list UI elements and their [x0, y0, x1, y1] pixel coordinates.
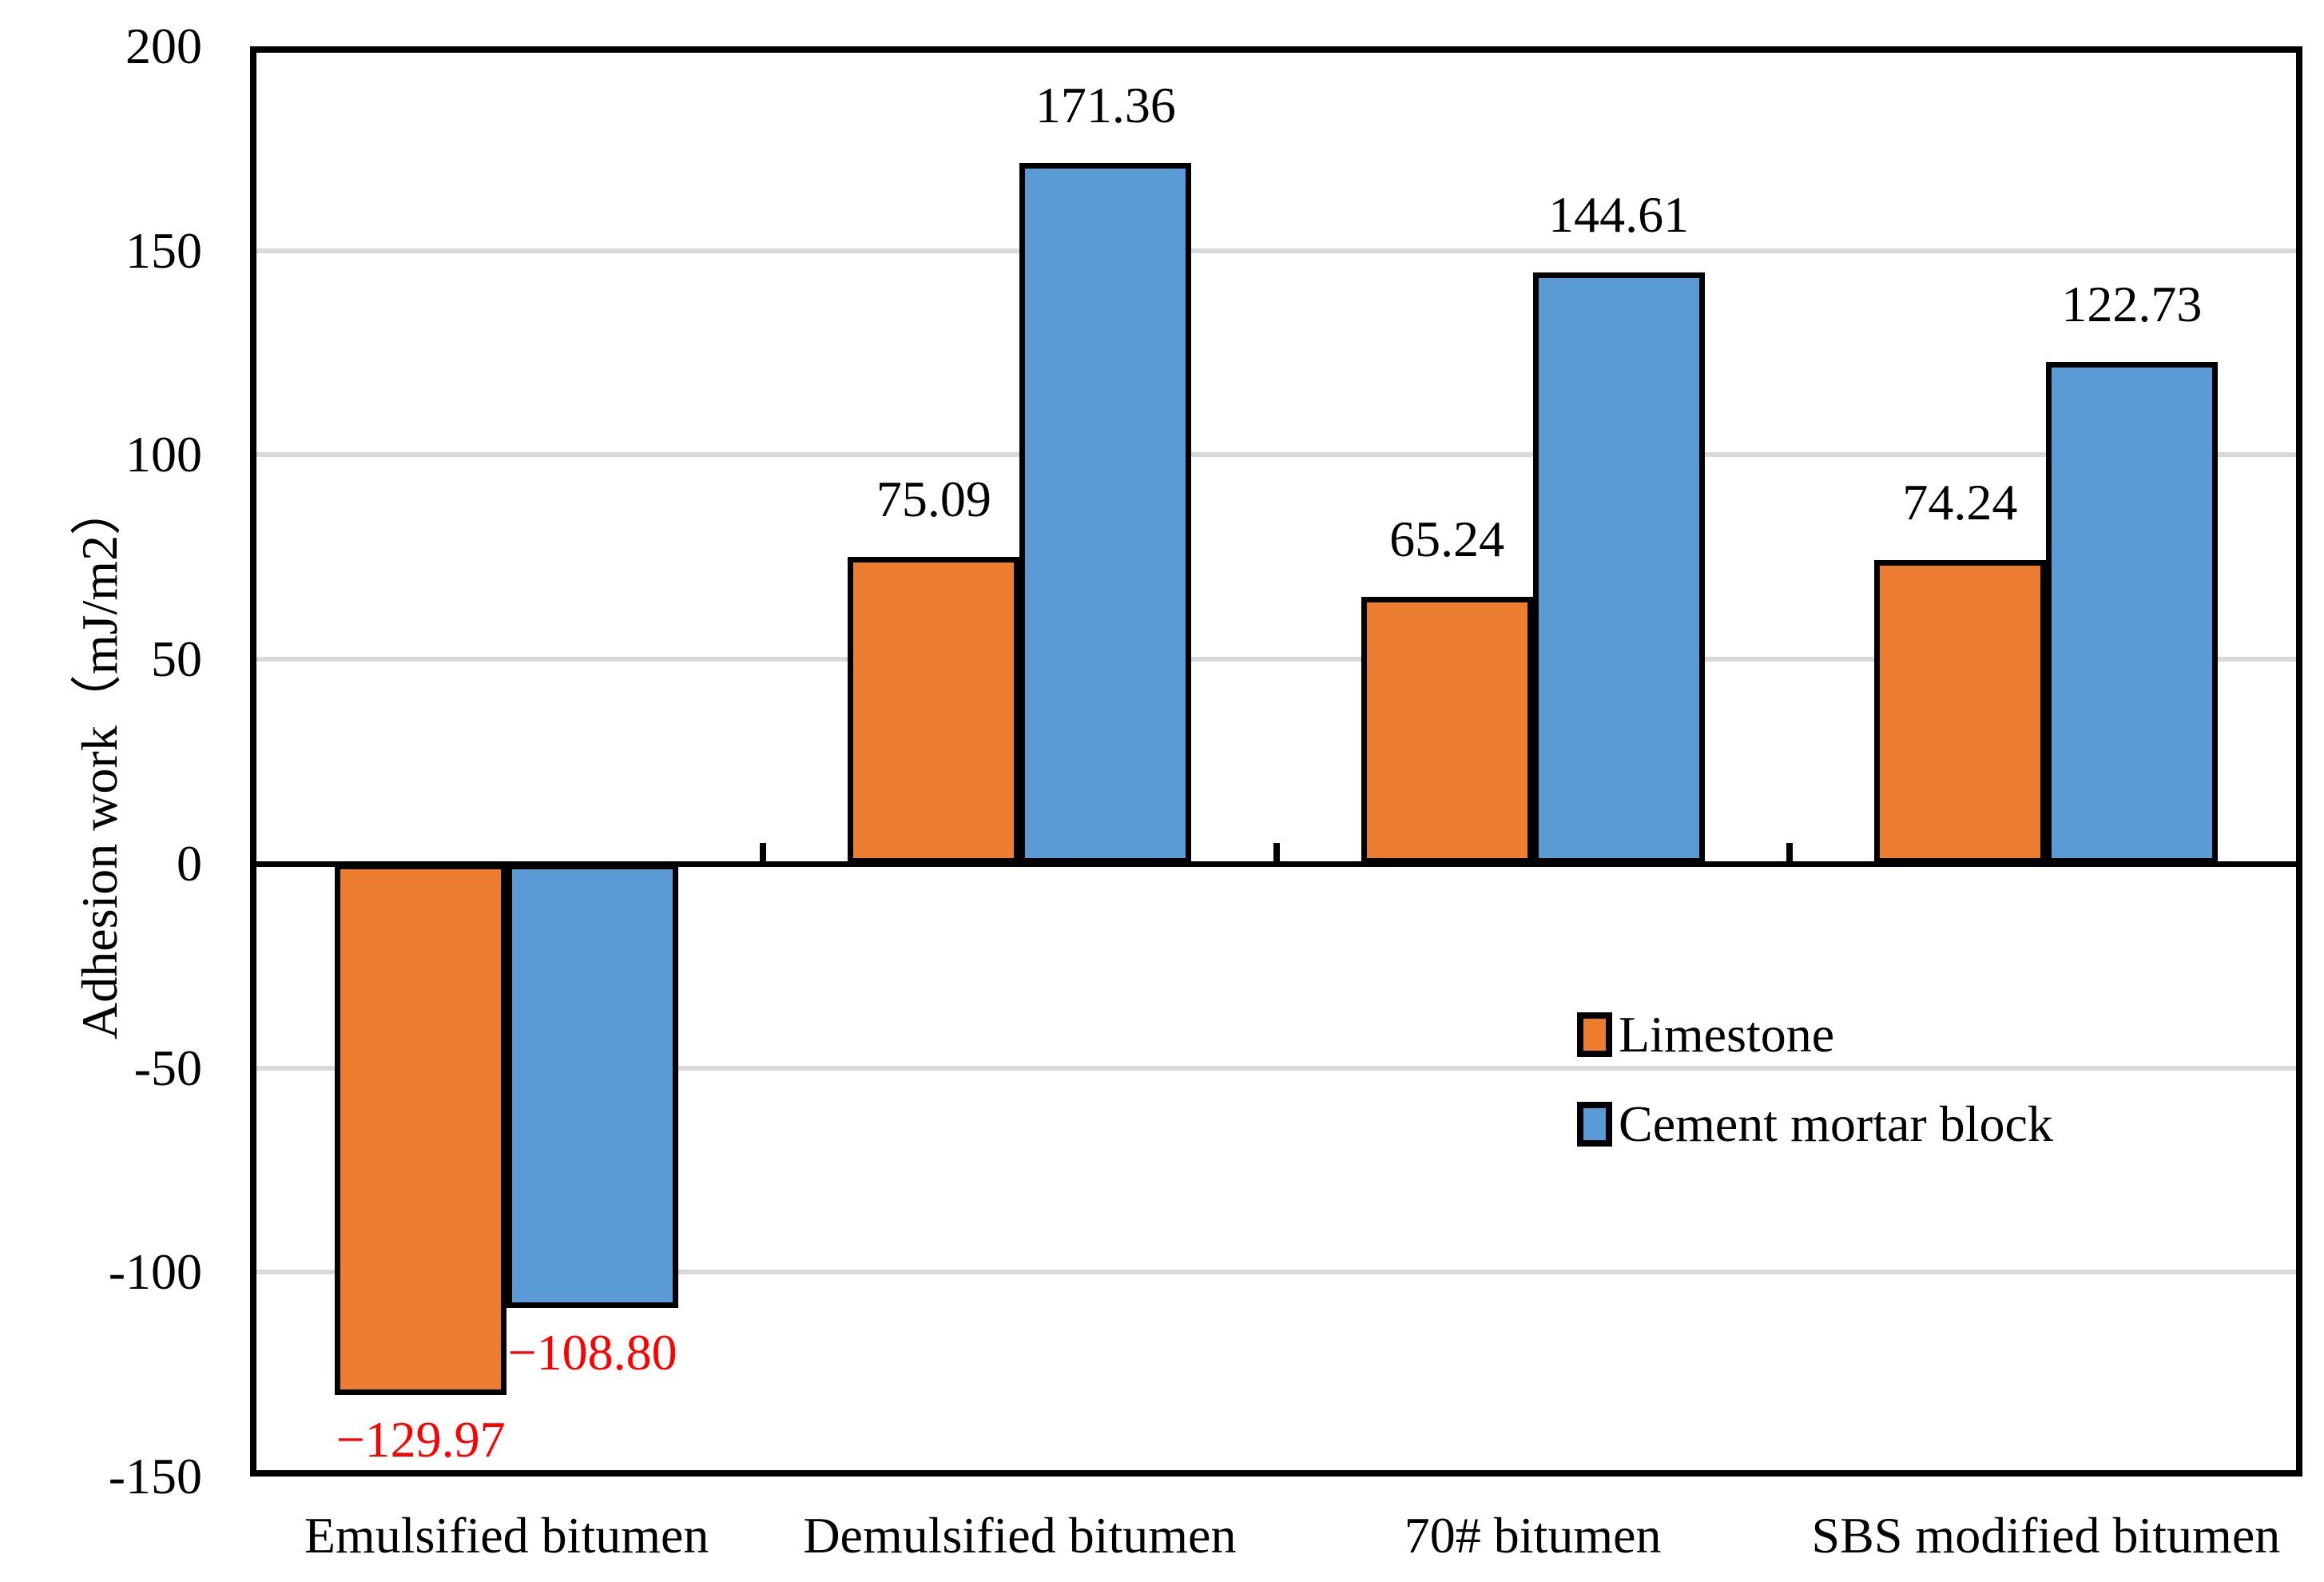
x-category-label-sbs-modified-bitumen: SBS modified bitumen: [1811, 1507, 2281, 1564]
cement-mortar-block-swatch-icon: [1577, 1102, 1612, 1147]
y-tick-label: 200: [125, 18, 202, 74]
value-label-limestone-demulsified-bitumen: 75.09: [876, 470, 991, 527]
zero-axis-line: [250, 861, 2302, 867]
x-axis-tick: [760, 842, 767, 864]
gridline: [250, 1065, 2302, 1071]
legend-label-cement-mortar-block: Cement mortar block: [1619, 1095, 2053, 1152]
y-tick-label: 150: [125, 221, 202, 279]
bar-cement-mortar-block-70-bitumen: [1532, 272, 1705, 864]
bar-cement-mortar-block-demulsified-bitumen: [1019, 163, 1192, 864]
limestone-swatch-icon: [1577, 1012, 1612, 1057]
value-label-limestone-emulsified-bitumen: −129.97: [336, 1410, 506, 1468]
gridline: [250, 452, 2302, 458]
y-tick-label: -150: [108, 1448, 202, 1504]
bar-cement-mortar-block-sbs-modified-bitumen: [2045, 362, 2218, 864]
gridline: [250, 1270, 2302, 1275]
y-tick-label: 100: [125, 426, 202, 483]
value-label-cement-mortar-block-emulsified-bitumen: −108.80: [507, 1324, 677, 1381]
bar-limestone-demulsified-bitumen: [848, 556, 1020, 864]
value-label-cement-mortar-block-demulsified-bitumen: 171.36: [1035, 77, 1176, 134]
gridline: [250, 248, 2302, 253]
value-label-cement-mortar-block-70-bitumen: 144.61: [1548, 186, 1690, 244]
x-category-label-emulsified-bitumen: Emulsified bitumen: [304, 1507, 709, 1564]
x-axis-tick: [1273, 842, 1280, 864]
value-label-limestone-sbs-modified-bitumen: 74.24: [1902, 474, 2018, 531]
value-label-limestone-70-bitumen: 65.24: [1389, 511, 1505, 568]
y-tick-label: -50: [133, 1039, 202, 1096]
y-tick-label: 0: [177, 834, 202, 892]
plot-area: −129.97 75.09 65.24 74.24 −108.80 171.36 144.6…: [250, 46, 2302, 1477]
bar-limestone-70-bitumen: [1361, 597, 1533, 864]
y-tick-label: 50: [151, 630, 202, 688]
bar-cement-mortar-block-emulsified-bitumen: [507, 863, 679, 1309]
x-category-label-70-bitumen: 70# bitumen: [1404, 1507, 1662, 1564]
gridline: [250, 657, 2302, 662]
x-axis-tick: [1786, 842, 1793, 864]
legend: Limestone Cement mortar block: [1577, 1009, 2053, 1150]
x-category-label-demulsified-bitumen: Demulsified bitumen: [803, 1507, 1237, 1564]
bar-limestone-sbs-modified-bitumen: [1873, 560, 2046, 864]
legend-label-limestone: Limestone: [1619, 1006, 1835, 1063]
legend-item-limestone: Limestone: [1577, 1009, 2053, 1060]
legend-item-cement-mortar-block: Cement mortar block: [1577, 1099, 2053, 1150]
y-tick-label: -100: [108, 1243, 202, 1301]
value-label-cement-mortar-block-sbs-modified-bitumen: 122.73: [2061, 276, 2203, 333]
bar-limestone-emulsified-bitumen: [335, 863, 507, 1395]
